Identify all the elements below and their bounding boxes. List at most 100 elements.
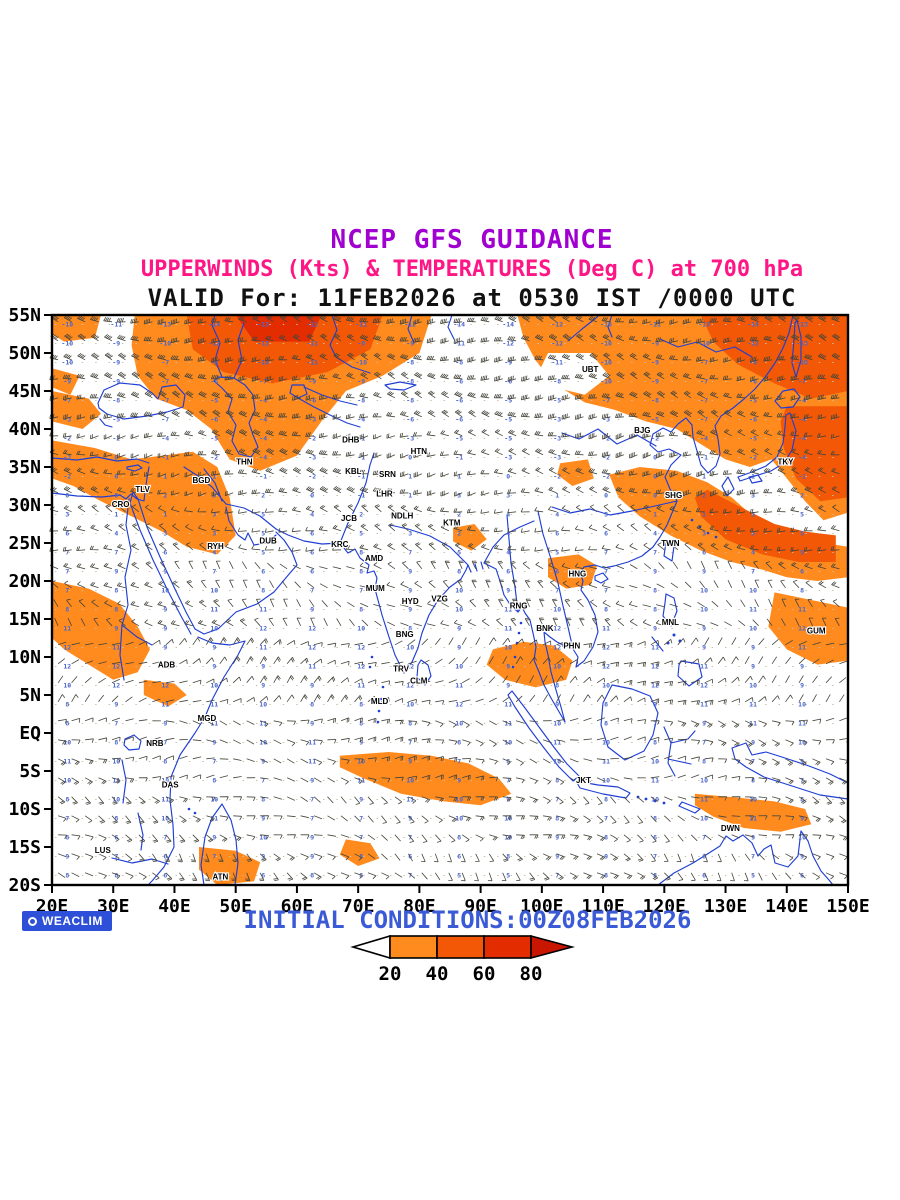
river-indus — [339, 452, 375, 544]
temp-value: 11 — [63, 758, 71, 766]
temp-value: 9 — [751, 644, 755, 652]
temp-value: 1 — [751, 473, 755, 481]
temp-value: 6 — [261, 568, 265, 576]
temp-value: -10 — [600, 321, 612, 329]
temp-value: -9 — [406, 340, 414, 348]
temp-value: 8 — [800, 587, 804, 595]
temp-value: 9 — [114, 568, 118, 576]
temp-value: 7 — [604, 587, 608, 595]
temp-value: -2 — [63, 435, 71, 443]
temp-value: -9 — [651, 359, 659, 367]
temp-value: 8 — [310, 701, 314, 709]
coastline-australia — [657, 830, 834, 886]
wind-speed-colorbar: 20 40 60 80 — [350, 934, 576, 985]
coastline-india-west — [339, 542, 405, 674]
temp-value: 10 — [700, 606, 708, 614]
temp-value: -5 — [504, 416, 512, 424]
temp-value: -4 — [357, 416, 365, 424]
temp-value: 10 — [161, 777, 169, 785]
temp-value: 0 — [408, 454, 412, 462]
shaded-region-20-40 — [52, 368, 80, 395]
coastline-sri-lanka — [416, 659, 432, 686]
island-dot — [672, 633, 676, 637]
temp-value: 9 — [800, 815, 804, 823]
island-hainan — [594, 572, 609, 584]
temp-value: 10 — [357, 758, 365, 766]
coastline-med-levant — [51, 466, 150, 502]
lake-balkhash — [384, 381, 417, 391]
islands-philippines — [651, 593, 703, 687]
temp-value: -7 — [63, 397, 71, 405]
temp-value: 8 — [653, 606, 657, 614]
lat-label: 35N — [8, 457, 41, 478]
temp-value: 9 — [310, 682, 314, 690]
lat-label: 50N — [8, 343, 41, 364]
temp-value: -1 — [798, 473, 806, 481]
temp-value: 5 — [261, 549, 265, 557]
temp-value: 5 — [800, 549, 804, 557]
station-RNG: RNG — [510, 601, 528, 610]
temp-value: 7 — [702, 834, 706, 842]
temp-value: 3 — [65, 511, 69, 519]
lake-aral — [289, 384, 308, 399]
temp-value: 9 — [310, 853, 314, 861]
temp-value: 11 — [308, 663, 316, 671]
shaded-region-20-40 — [548, 554, 597, 589]
island-sulawesi — [663, 726, 696, 777]
island-dot — [714, 535, 718, 539]
station-CLM: CLM — [410, 677, 428, 686]
temp-value: 11 — [504, 625, 512, 633]
lon-label: 40E — [158, 896, 191, 915]
temp-value: 10 — [210, 587, 218, 595]
temp-value: 10 — [798, 834, 806, 842]
temp-value: 7 — [555, 796, 559, 804]
temp-value: -12 — [551, 340, 563, 348]
temp-value: 3 — [751, 511, 755, 519]
temp-value: -13 — [796, 321, 808, 329]
weaclim-logo: WEACLIM — [22, 911, 112, 931]
temp-value: 8 — [506, 853, 510, 861]
temp-value: 9 — [751, 739, 755, 747]
temp-value: -11 — [551, 359, 563, 367]
temp-value: 8 — [800, 796, 804, 804]
lon-label: 80E — [403, 896, 436, 915]
river-mekong — [537, 510, 574, 650]
temp-value: 10 — [602, 739, 610, 747]
temp-value: 4 — [506, 549, 510, 557]
temp-value: 8 — [359, 606, 363, 614]
temp-value: -8 — [406, 378, 414, 386]
temp-value: 6 — [261, 872, 265, 880]
station-labels: UBT BJG TKY SHG TWN HNG DHB HTN KBL SRN LHR THN BGD T… — [94, 364, 827, 883]
colorbar-40-60 — [436, 935, 485, 959]
temp-value: 5 — [457, 549, 461, 557]
temp-value: 10 — [112, 796, 120, 804]
island-honshu — [737, 412, 797, 482]
colorbar-label-60: 60 — [473, 963, 496, 985]
temp-value: 8 — [653, 739, 657, 747]
temp-value: 10 — [259, 739, 267, 747]
temp-value: 6 — [310, 568, 314, 576]
coastline-black-sea — [97, 382, 186, 420]
station-TLV: TLV — [135, 485, 150, 494]
station-DHB: DHB — [342, 436, 360, 445]
lon-label: 30E — [97, 896, 130, 915]
temp-value: 10 — [210, 625, 218, 633]
temp-value: -3 — [63, 416, 71, 424]
temp-value: 1 — [702, 473, 706, 481]
temp-value: 6 — [702, 853, 706, 861]
coastline-turkey — [51, 456, 150, 464]
temp-value: -2 — [602, 454, 610, 462]
temp-value: -7 — [700, 397, 708, 405]
station-DAS: DAS — [162, 781, 180, 790]
temp-value: 8 — [604, 796, 608, 804]
temp-value: 7 — [506, 777, 510, 785]
temp-value: 9 — [310, 606, 314, 614]
temp-value: 8 — [65, 701, 69, 709]
island-new-guinea — [731, 742, 849, 800]
station-MLD: MLD — [371, 697, 389, 706]
temp-value: -3 — [553, 435, 561, 443]
temp-value: 2 — [359, 511, 363, 519]
temp-value: -11 — [355, 321, 367, 329]
shaded-region-40-60 — [694, 489, 836, 562]
temp-value: -3 — [406, 435, 414, 443]
